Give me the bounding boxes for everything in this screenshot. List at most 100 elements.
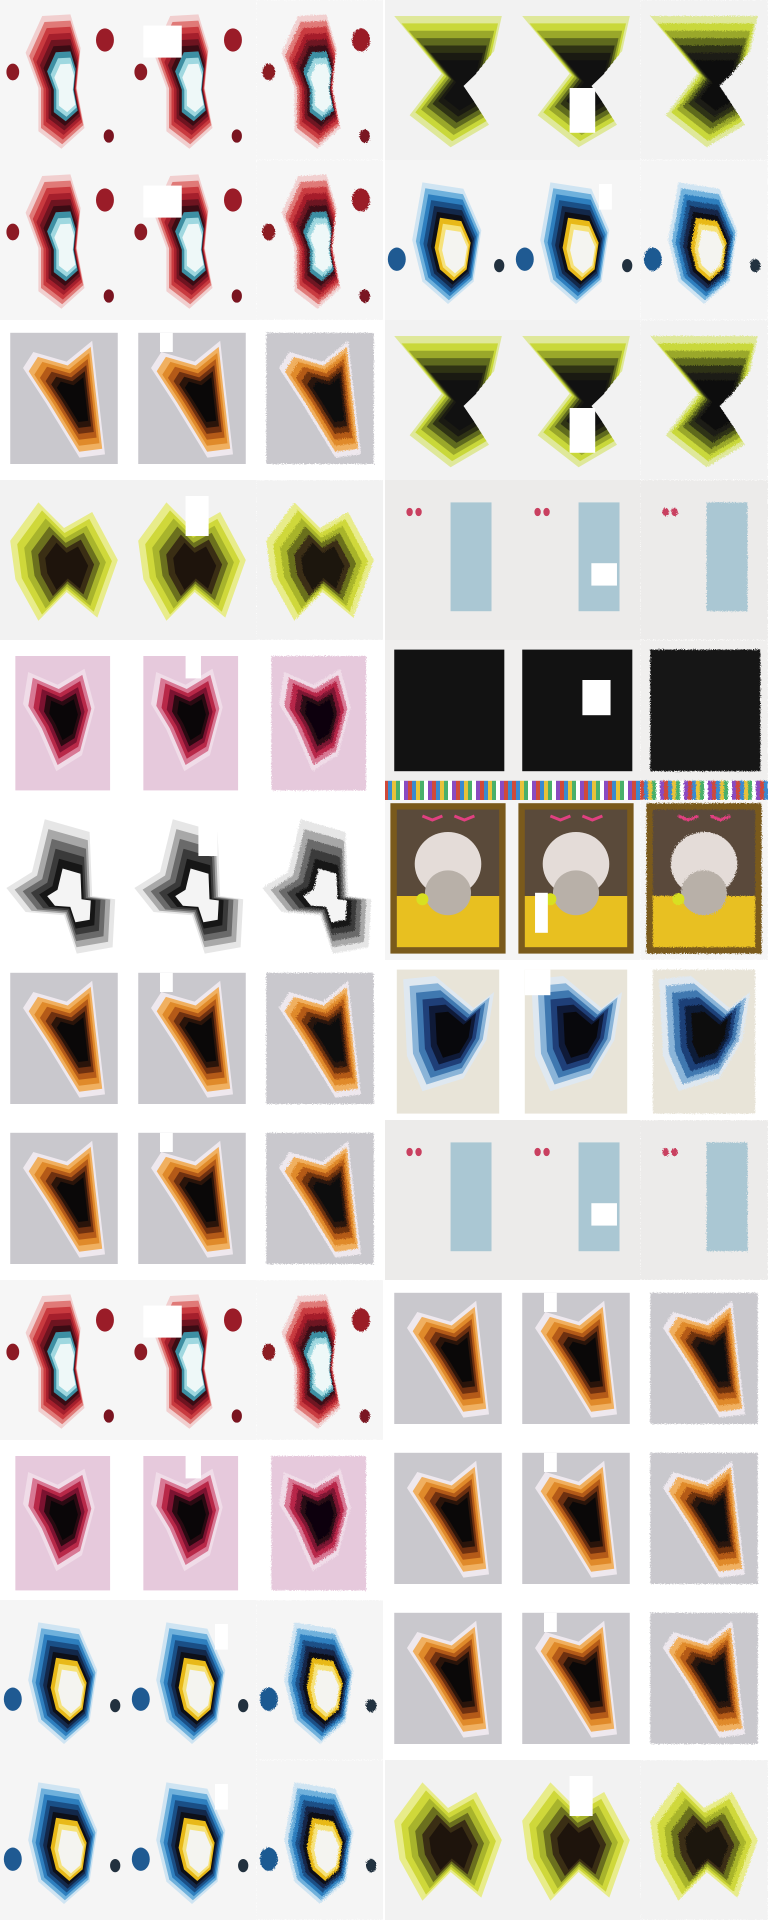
- artwork-tile: [128, 0, 256, 160]
- dot: [224, 1308, 242, 1332]
- artwork-tile: [384, 1760, 512, 1920]
- floor-pattern: [656, 780, 660, 800]
- floor-pattern: [400, 780, 404, 800]
- floor-pattern: [420, 780, 424, 800]
- layer: [56, 1017, 89, 1062]
- mask-patch: [215, 1624, 228, 1650]
- mask-patch: [215, 1784, 228, 1810]
- dot: [662, 507, 669, 517]
- layer: [310, 1343, 332, 1393]
- mask-patch: [544, 1452, 557, 1472]
- artwork-tile: [640, 1280, 768, 1440]
- grid-row: [0, 800, 768, 960]
- layer: [301, 542, 345, 590]
- dot: [131, 1847, 150, 1871]
- artwork-tile: [384, 1600, 512, 1760]
- floor-pattern: [584, 780, 588, 800]
- tile-background: [640, 480, 768, 640]
- layer: [186, 1829, 211, 1874]
- dot: [6, 223, 20, 241]
- dot: [103, 289, 114, 303]
- layer: [314, 1669, 339, 1714]
- artwork-tile: [256, 0, 384, 160]
- dot: [415, 507, 422, 517]
- artwork-tile: [128, 1120, 256, 1280]
- mask-patch: [591, 1203, 617, 1226]
- artwork-tile: [512, 0, 640, 160]
- mask-patch: [143, 185, 182, 218]
- dot: [406, 1147, 413, 1157]
- layer: [568, 1337, 601, 1382]
- artwork-tile: [512, 1120, 640, 1280]
- dot: [224, 188, 242, 212]
- layer: [557, 1822, 601, 1870]
- artwork-tile: [512, 1440, 640, 1600]
- floor-pattern: [500, 780, 504, 800]
- dot: [96, 28, 114, 52]
- face: [424, 870, 472, 916]
- floor-pattern: [548, 780, 552, 800]
- dot: [231, 1409, 242, 1423]
- grid-row: [0, 1120, 768, 1280]
- floor-pattern: [536, 780, 540, 800]
- layer: [54, 1343, 76, 1393]
- floor-pattern: [748, 780, 752, 800]
- dot: [262, 1343, 276, 1361]
- artwork-tile: [0, 160, 128, 320]
- artwork-tile: [512, 1280, 640, 1440]
- floor-pattern: [404, 780, 408, 800]
- floor-pattern: [600, 780, 604, 800]
- layer: [568, 1497, 601, 1542]
- dot: [387, 247, 406, 271]
- dot: [110, 1698, 121, 1713]
- floor-pattern: [468, 780, 472, 800]
- floor-pattern: [408, 780, 412, 800]
- artwork-tile: [0, 1280, 128, 1440]
- artwork-tile: [384, 480, 512, 640]
- floor-pattern: [728, 780, 732, 800]
- tile-background: [384, 480, 512, 640]
- floor-pattern: [624, 780, 628, 800]
- mask-patch: [544, 1612, 557, 1632]
- artwork-tile: [384, 320, 512, 480]
- floor-pattern: [392, 780, 396, 800]
- artwork-tile: [384, 1280, 512, 1440]
- mask-patch: [569, 1776, 593, 1816]
- floor-pattern: [520, 780, 524, 800]
- floor-pattern: [724, 780, 728, 800]
- floor-pattern: [588, 780, 592, 800]
- artwork-tile: [128, 1600, 256, 1760]
- face: [552, 870, 600, 916]
- canvas: [706, 502, 748, 612]
- layer: [184, 1177, 217, 1222]
- artwork-tile: [640, 480, 768, 640]
- dot: [543, 1147, 550, 1157]
- dot: [622, 258, 633, 273]
- grid-row: [0, 640, 768, 800]
- eye: [672, 893, 685, 906]
- floor-pattern: [628, 780, 632, 800]
- artwork-tile: [640, 1120, 768, 1280]
- artwork-tile: [256, 1760, 384, 1920]
- layer: [182, 63, 204, 113]
- canvas: [450, 1142, 492, 1252]
- layer: [563, 1011, 600, 1058]
- floor-pattern: [668, 780, 672, 800]
- artwork-tile: [384, 640, 512, 800]
- layer: [58, 1829, 83, 1874]
- artwork-tile: [128, 1280, 256, 1440]
- canvas: [706, 1142, 748, 1252]
- grid-row: [0, 0, 768, 160]
- floor-pattern: [752, 780, 756, 800]
- floor-pattern: [524, 780, 528, 800]
- dot: [359, 289, 370, 303]
- floor-pattern: [652, 780, 656, 800]
- layer: [49, 699, 78, 741]
- artwork-tile: [384, 0, 512, 160]
- dot: [238, 1858, 249, 1873]
- floor-pattern: [612, 780, 616, 800]
- layer: [303, 868, 347, 923]
- artwork-tile: [640, 1760, 768, 1920]
- floor-pattern: [564, 780, 568, 800]
- artwork-tile: [512, 1760, 640, 1920]
